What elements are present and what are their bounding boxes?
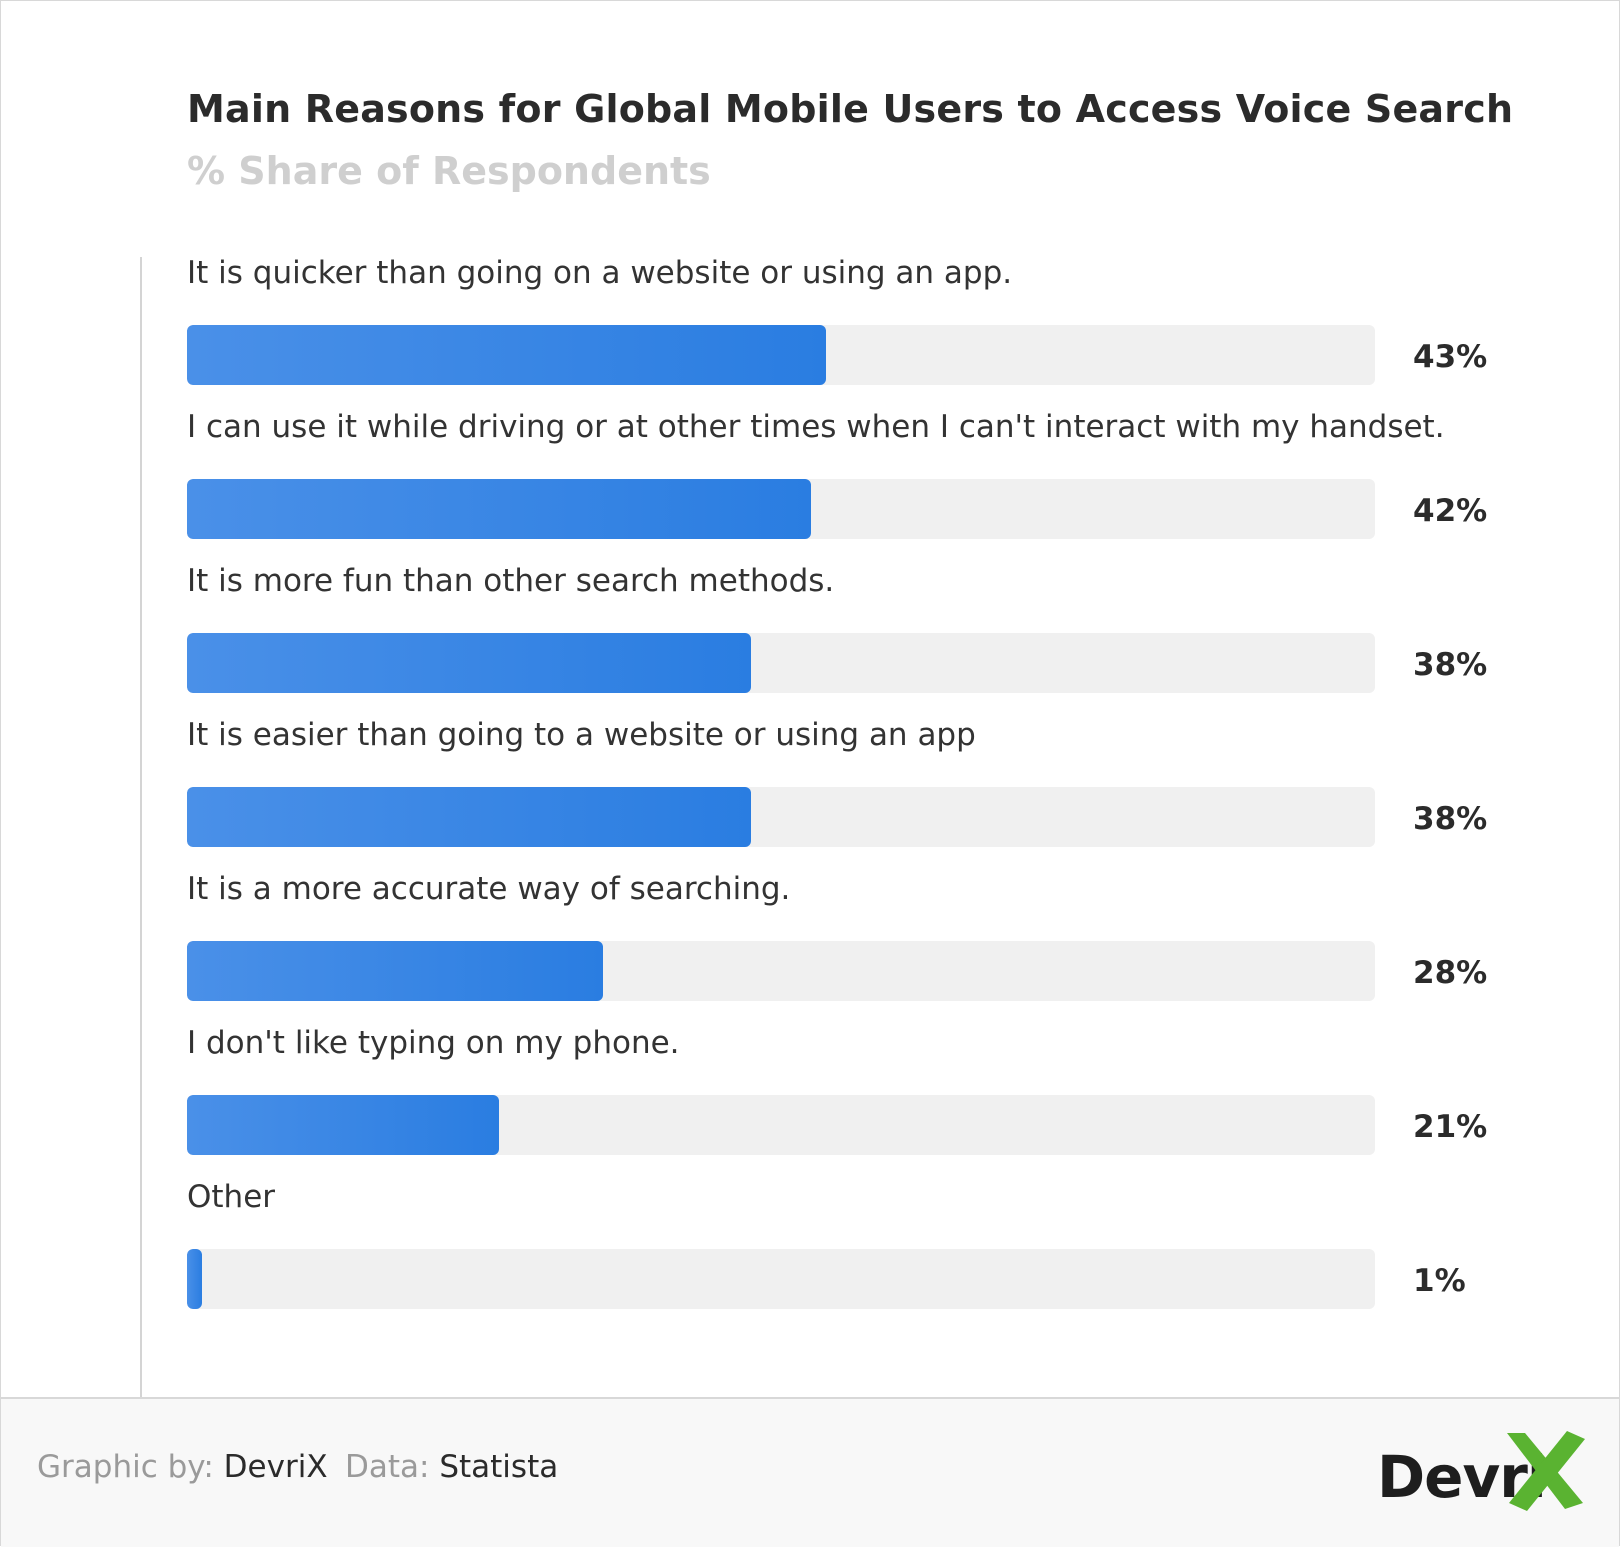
bar-label: It is quicker than going on a website or… [187, 255, 1013, 291]
bar-label: I don't like typing on my phone. [187, 1025, 680, 1061]
bar-label: It is more fun than other search methods… [187, 563, 835, 599]
bar [187, 325, 826, 385]
data-credit: Data: Statista [345, 1449, 558, 1485]
bar-row: It is quicker than going on a website or… [187, 255, 1507, 409]
bar [187, 941, 603, 1001]
bar-label: I can use it while driving or at other t… [187, 409, 1445, 445]
bar [187, 1095, 499, 1155]
chart-title: Main Reasons for Global Mobile Users to … [187, 87, 1514, 131]
graphic-credit-value: DevriX [223, 1449, 328, 1485]
chart-subtitle: % Share of Respondents [187, 149, 711, 193]
bar-value-label: 43% [1413, 339, 1488, 375]
bar-label: Other [187, 1179, 276, 1215]
bar-value-label: 28% [1413, 955, 1488, 991]
bar-value-label: 42% [1413, 493, 1488, 529]
bar-value-label: 1% [1413, 1263, 1466, 1299]
devrix-logo: Devri [1377, 1423, 1587, 1523]
logo-x-icon [1507, 1431, 1585, 1511]
bar-track [187, 1249, 1375, 1309]
bar-row: I don't like typing on my phone. 21% [187, 1025, 1507, 1179]
bar-track [187, 633, 1375, 693]
bar-value-label: 38% [1413, 647, 1488, 683]
bar [187, 1249, 202, 1309]
bar-track [187, 787, 1375, 847]
bar-row: Other 1% [187, 1179, 1507, 1333]
bar-row: I can use it while driving or at other t… [187, 409, 1507, 563]
bar-value-label: 38% [1413, 801, 1488, 837]
data-credit-label: Data: [345, 1449, 430, 1485]
bar-track [187, 325, 1375, 385]
graphic-credit-label: Graphic by: [37, 1449, 214, 1485]
bar [187, 787, 751, 847]
bar-track [187, 941, 1375, 1001]
bar [187, 479, 811, 539]
axis-line [140, 257, 142, 1397]
graphic-credit: Graphic by: DevriX [37, 1449, 328, 1485]
bar-track [187, 1095, 1375, 1155]
bar-label: It is easier than going to a website or … [187, 717, 976, 753]
bar [187, 633, 751, 693]
bar-row: It is more fun than other search methods… [187, 563, 1507, 717]
data-credit-value: Statista [439, 1449, 559, 1485]
bar-label: It is a more accurate way of searching. [187, 871, 791, 907]
bar-row: It is easier than going to a website or … [187, 717, 1507, 871]
bar-value-label: 21% [1413, 1109, 1488, 1145]
bar-row: It is a more accurate way of searching. 2… [187, 871, 1507, 1025]
bar-track [187, 479, 1375, 539]
footer: Graphic by: DevriX Data: Statista Devri [1, 1397, 1619, 1547]
